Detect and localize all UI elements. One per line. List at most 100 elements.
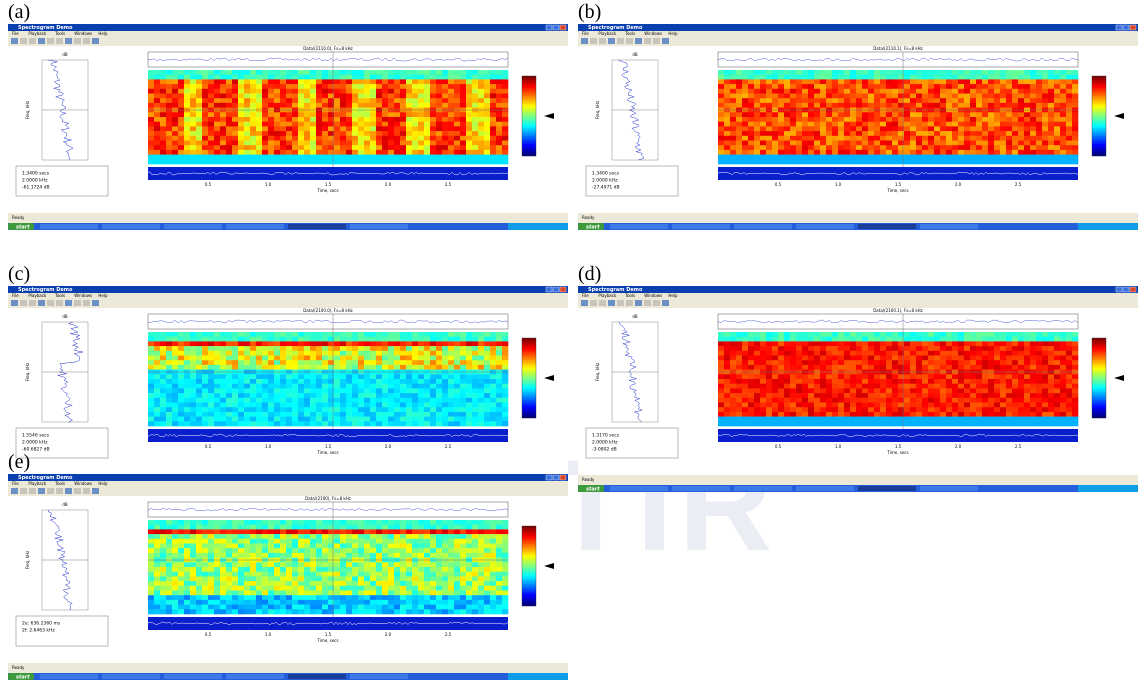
window-button[interactable] bbox=[1123, 25, 1129, 30]
spectrogram-cell bbox=[724, 159, 730, 164]
toolbar-button[interactable] bbox=[38, 38, 45, 44]
toolbar-button[interactable] bbox=[662, 38, 669, 44]
menu-item[interactable]: File bbox=[582, 31, 589, 36]
toolbar-button[interactable] bbox=[653, 38, 660, 44]
taskbar-item[interactable] bbox=[858, 224, 916, 229]
window-button[interactable] bbox=[546, 25, 552, 30]
taskbar-item[interactable] bbox=[796, 224, 854, 229]
menu-item[interactable]: Windows bbox=[74, 31, 92, 36]
spectrogram-cell bbox=[406, 75, 412, 80]
menu-item[interactable]: Help bbox=[668, 31, 678, 36]
window-button[interactable] bbox=[560, 287, 566, 292]
toolbar-button[interactable] bbox=[599, 300, 606, 306]
toolbar-button[interactable] bbox=[20, 300, 27, 306]
spectrogram-cell bbox=[436, 159, 442, 164]
menu-item[interactable]: Playback bbox=[598, 293, 617, 298]
toolbar-button[interactable] bbox=[581, 38, 588, 44]
spectrogram-cell bbox=[148, 98, 154, 103]
toolbar-button[interactable] bbox=[617, 300, 624, 306]
toolbar-button[interactable] bbox=[581, 300, 588, 306]
toolbar-button[interactable] bbox=[29, 300, 36, 306]
toolbar-button[interactable] bbox=[644, 300, 651, 306]
menu-item[interactable]: Tools bbox=[624, 31, 635, 36]
toolbar-button[interactable] bbox=[83, 300, 90, 306]
toolbar-button[interactable] bbox=[653, 300, 660, 306]
toolbar-button[interactable] bbox=[635, 300, 642, 306]
taskbar-item[interactable] bbox=[40, 224, 98, 229]
toolbar-button[interactable] bbox=[11, 38, 18, 44]
spectrogram-cell bbox=[814, 398, 820, 403]
menu-item[interactable]: Help bbox=[98, 31, 108, 36]
menu-item[interactable]: File bbox=[582, 293, 589, 298]
toolbar-button[interactable] bbox=[662, 300, 669, 306]
toolbar-button[interactable] bbox=[626, 38, 633, 44]
toolbar-button[interactable] bbox=[590, 300, 597, 306]
toolbar-button[interactable] bbox=[608, 300, 615, 306]
taskbar-item[interactable] bbox=[734, 224, 792, 229]
menu-item[interactable]: Tools bbox=[54, 31, 65, 36]
window-button[interactable] bbox=[560, 25, 566, 30]
window-button[interactable] bbox=[1130, 25, 1136, 30]
toolbar-button[interactable] bbox=[65, 38, 72, 44]
toolbar-button[interactable] bbox=[20, 38, 27, 44]
toolbar-button[interactable] bbox=[11, 300, 18, 306]
toolbar-button[interactable] bbox=[65, 300, 72, 306]
toolbar-button[interactable] bbox=[74, 38, 81, 44]
menu-item[interactable]: File bbox=[12, 293, 19, 298]
menu-item[interactable]: Windows bbox=[74, 293, 92, 298]
taskbar-item[interactable] bbox=[288, 224, 346, 229]
toolbar-button[interactable] bbox=[608, 38, 615, 44]
spectrogram-cell bbox=[388, 103, 394, 108]
spectrogram-cell bbox=[250, 126, 256, 131]
toolbar-button[interactable] bbox=[92, 300, 99, 306]
spectrogram-cell bbox=[172, 384, 178, 389]
spectrogram-cell bbox=[976, 159, 982, 164]
menu-item[interactable]: Playback bbox=[598, 31, 617, 36]
toolbar-button[interactable] bbox=[29, 38, 36, 44]
taskbar-item[interactable] bbox=[610, 224, 668, 229]
spectrogram-cell bbox=[352, 117, 358, 122]
toolbar-button[interactable] bbox=[590, 38, 597, 44]
menu-item[interactable]: Playback bbox=[28, 31, 47, 36]
toolbar-button[interactable] bbox=[92, 38, 99, 44]
spectrogram-cell bbox=[406, 112, 412, 117]
toolbar-button[interactable] bbox=[56, 38, 63, 44]
window-button[interactable] bbox=[1116, 287, 1122, 292]
window-button[interactable] bbox=[546, 287, 552, 292]
toolbar-button[interactable] bbox=[599, 38, 606, 44]
menu-item[interactable]: Help bbox=[668, 293, 678, 298]
taskbar-item[interactable] bbox=[226, 224, 284, 229]
window-button[interactable] bbox=[1130, 287, 1136, 292]
menu-item[interactable]: File bbox=[12, 31, 19, 36]
menu-item[interactable]: Tools bbox=[624, 293, 635, 298]
menu-item[interactable]: Tools bbox=[54, 293, 65, 298]
window-button[interactable] bbox=[553, 25, 559, 30]
toolbar-button[interactable] bbox=[74, 300, 81, 306]
menu-item[interactable]: Help bbox=[98, 293, 108, 298]
window-button[interactable] bbox=[1116, 25, 1122, 30]
taskbar-item[interactable] bbox=[920, 224, 978, 229]
spectrogram-cell bbox=[994, 70, 1000, 75]
toolbar-button[interactable] bbox=[644, 38, 651, 44]
toolbar-button[interactable] bbox=[47, 38, 54, 44]
taskbar-item[interactable] bbox=[350, 224, 408, 229]
spectrogram-cell bbox=[1024, 365, 1030, 370]
toolbar-button[interactable] bbox=[38, 300, 45, 306]
menu-item[interactable]: Windows bbox=[644, 31, 662, 36]
toolbar-button[interactable] bbox=[83, 38, 90, 44]
menu-item[interactable]: Playback bbox=[28, 293, 47, 298]
toolbar-button[interactable] bbox=[626, 300, 633, 306]
toolbar-button[interactable] bbox=[635, 38, 642, 44]
toolbar-button[interactable] bbox=[56, 300, 63, 306]
taskbar-item[interactable] bbox=[164, 224, 222, 229]
toolbar-button[interactable] bbox=[617, 38, 624, 44]
taskbar-item[interactable] bbox=[672, 224, 730, 229]
colorbar-cell bbox=[1092, 120, 1106, 122]
menu-item[interactable]: Windows bbox=[644, 293, 662, 298]
window-button[interactable] bbox=[553, 287, 559, 292]
spectrogram-cell bbox=[952, 159, 958, 164]
taskbar-item[interactable] bbox=[102, 224, 160, 229]
window-button[interactable] bbox=[1123, 287, 1129, 292]
spectrogram-cell bbox=[868, 155, 874, 160]
toolbar-button[interactable] bbox=[47, 300, 54, 306]
